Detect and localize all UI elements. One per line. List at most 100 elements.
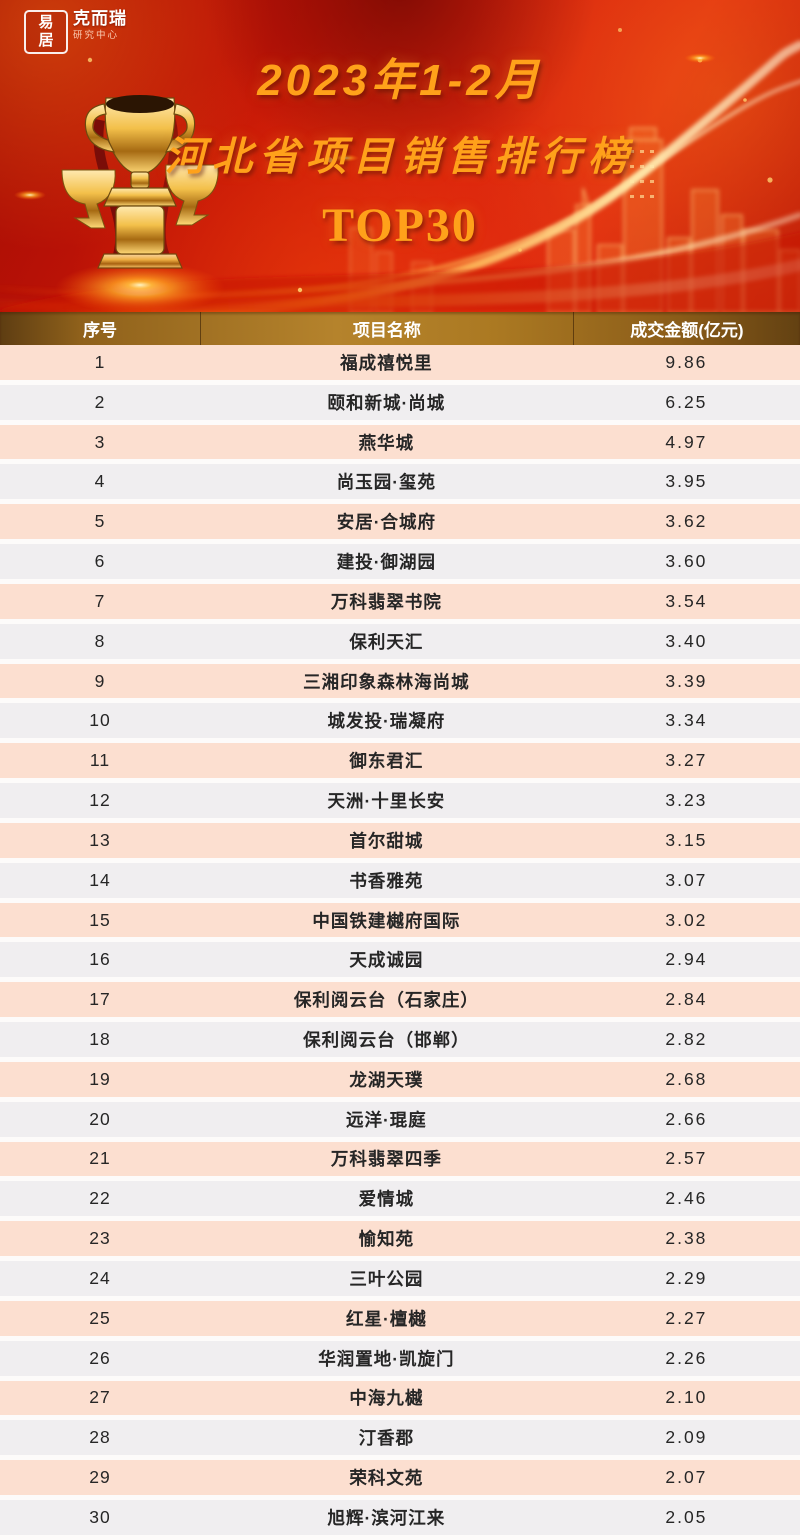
rank-cell: 9 xyxy=(94,670,106,691)
logo-seal-char-top: 易 xyxy=(38,14,54,31)
rank-cell: 15 xyxy=(89,909,111,930)
table-row: 29 荣科文苑 2.07 xyxy=(0,1460,800,1500)
amount-cell: 2.05 xyxy=(665,1506,708,1527)
table-row: 25 红星·檀樾 2.27 xyxy=(0,1300,800,1341)
amount-cell: 3.40 xyxy=(665,630,708,651)
project-name-cell: 旭辉·滨河江来 xyxy=(327,1507,446,1528)
project-name-cell: 安居·合城府 xyxy=(336,512,437,533)
amount-cell: 2.07 xyxy=(665,1467,708,1488)
table-row: 3 燕华城 4.97 xyxy=(0,424,800,465)
rank-cell: 1 xyxy=(94,351,106,372)
rank-cell: 7 xyxy=(94,590,106,611)
project-name-cell: 万科翡翠书院 xyxy=(330,591,442,612)
project-name-cell: 保利阅云台（石家庄） xyxy=(293,990,479,1011)
table-header: 序号 项目名称 成交金额(亿元) xyxy=(0,312,800,345)
table-row: 18 保利阅云台（邯郸） 2.82 xyxy=(0,1022,800,1062)
project-name-cell: 燕华城 xyxy=(358,432,415,453)
rank-cell: 20 xyxy=(89,1108,111,1129)
rank-cell: 19 xyxy=(89,1068,111,1089)
amount-cell: 2.38 xyxy=(665,1228,708,1249)
table-row: 6 建投·御湖园 3.60 xyxy=(0,544,800,584)
rank-cell: 4 xyxy=(94,471,106,492)
rank-cell: 27 xyxy=(89,1387,111,1408)
trophy-graphic xyxy=(55,95,225,312)
project-name-cell: 书香雅苑 xyxy=(349,870,424,891)
table-row: 5 安居·合城府 3.62 xyxy=(0,504,800,544)
rank-cell: 8 xyxy=(94,630,106,651)
project-name-cell: 华润置地·凯旋门 xyxy=(318,1348,455,1369)
rank-cell: 3 xyxy=(94,431,106,452)
project-name-cell: 汀香郡 xyxy=(358,1428,415,1449)
table-row: 2 颐和新城·尚城 6.25 xyxy=(0,384,800,425)
rank-cell: 17 xyxy=(89,989,111,1010)
rank-cell: 5 xyxy=(94,511,106,532)
rank-cell: 28 xyxy=(89,1427,111,1448)
project-name-cell: 建投·御湖园 xyxy=(336,552,437,573)
rank-cell: 16 xyxy=(89,949,111,970)
amount-cell: 4.97 xyxy=(665,431,708,452)
table-row: 22 爱情城 2.46 xyxy=(0,1181,800,1221)
logo-subtitle-text: 研究中心 xyxy=(73,30,120,41)
amount-cell: 3.02 xyxy=(665,909,708,930)
table-row: 13 首尔甜城 3.15 xyxy=(0,822,800,863)
amount-cell: 2.27 xyxy=(665,1307,708,1328)
amount-cell: 9.86 xyxy=(665,351,708,372)
amount-cell: 2.10 xyxy=(665,1387,708,1408)
logo-brand-text: 克而瑞 xyxy=(73,9,127,28)
amount-cell: 2.26 xyxy=(665,1347,708,1368)
banner-decoration xyxy=(0,28,800,312)
cric-logo: 易 居 克而瑞 研究中心 xyxy=(24,10,127,54)
project-name-cell: 中海九樾 xyxy=(349,1388,424,1409)
rank-cell: 13 xyxy=(89,829,111,850)
table-row: 27 中海九樾 2.10 xyxy=(0,1380,800,1421)
project-name-cell: 天成诚园 xyxy=(349,950,424,971)
table-row: 21 万科翡翠四季 2.57 xyxy=(0,1141,800,1182)
project-name-cell: 红星·檀樾 xyxy=(345,1308,427,1329)
table-row: 10 城发投·瑞凝府 3.34 xyxy=(0,703,800,743)
sparkles xyxy=(14,28,773,293)
amount-cell: 3.23 xyxy=(665,790,708,811)
project-name-cell: 龙湖天璞 xyxy=(349,1069,424,1090)
amount-cell: 2.68 xyxy=(665,1068,708,1089)
project-name-cell: 愉知苑 xyxy=(358,1229,415,1250)
table-row: 20 远洋·琨庭 2.66 xyxy=(0,1101,800,1142)
amount-cell: 2.09 xyxy=(665,1427,708,1448)
table-row: 26 华润置地·凯旋门 2.26 xyxy=(0,1340,800,1381)
header-amount: 成交金额(亿元) xyxy=(572,312,800,345)
project-name-cell: 首尔甜城 xyxy=(349,830,424,851)
table-row: 8 保利天汇 3.40 xyxy=(0,623,800,664)
rank-cell: 29 xyxy=(89,1467,111,1488)
project-name-cell: 爱情城 xyxy=(358,1189,415,1210)
table-row: 1 福成禧悦里 9.86 xyxy=(0,345,800,385)
project-name-cell: 中国铁建樾府国际 xyxy=(312,910,461,931)
amount-cell: 2.94 xyxy=(665,949,708,970)
amount-cell: 2.82 xyxy=(665,1028,708,1049)
rank-cell: 18 xyxy=(89,1028,111,1049)
table-row: 16 天成诚园 2.94 xyxy=(0,942,800,982)
project-name-cell: 保利阅云台（邯郸） xyxy=(303,1029,470,1050)
amount-cell: 3.27 xyxy=(665,750,708,771)
table-row: 19 龙湖天璞 2.68 xyxy=(0,1061,800,1102)
rank-cell: 25 xyxy=(89,1307,111,1328)
amount-cell: 3.39 xyxy=(665,670,708,691)
amount-cell: 3.60 xyxy=(665,551,708,572)
rank-cell: 24 xyxy=(89,1267,111,1288)
amount-cell: 2.46 xyxy=(665,1188,708,1209)
rank-cell: 14 xyxy=(89,869,111,890)
rank-cell: 23 xyxy=(89,1228,111,1249)
project-name-cell: 福成禧悦里 xyxy=(340,352,433,373)
amount-cell: 2.84 xyxy=(665,989,708,1010)
project-name-cell: 荣科文苑 xyxy=(349,1468,424,1489)
table-row: 4 尚玉园·玺苑 3.95 xyxy=(0,464,800,504)
amount-cell: 3.07 xyxy=(665,869,708,890)
ranking-rows: 1 福成禧悦里 9.86 2 颐和新城·尚城 6.25 3 燕华城 4.97 4… xyxy=(0,345,800,1540)
table-row: 14 书香雅苑 3.07 xyxy=(0,862,800,903)
amount-cell: 3.95 xyxy=(665,471,708,492)
amount-cell: 3.54 xyxy=(665,590,708,611)
table-row: 17 保利阅云台（石家庄） 2.84 xyxy=(0,982,800,1022)
rank-cell: 30 xyxy=(89,1506,111,1527)
project-name-cell: 三叶公园 xyxy=(349,1268,424,1289)
project-name-cell: 尚玉园·玺苑 xyxy=(336,472,437,493)
rank-cell: 10 xyxy=(89,710,111,731)
project-name-cell: 万科翡翠四季 xyxy=(330,1149,442,1170)
